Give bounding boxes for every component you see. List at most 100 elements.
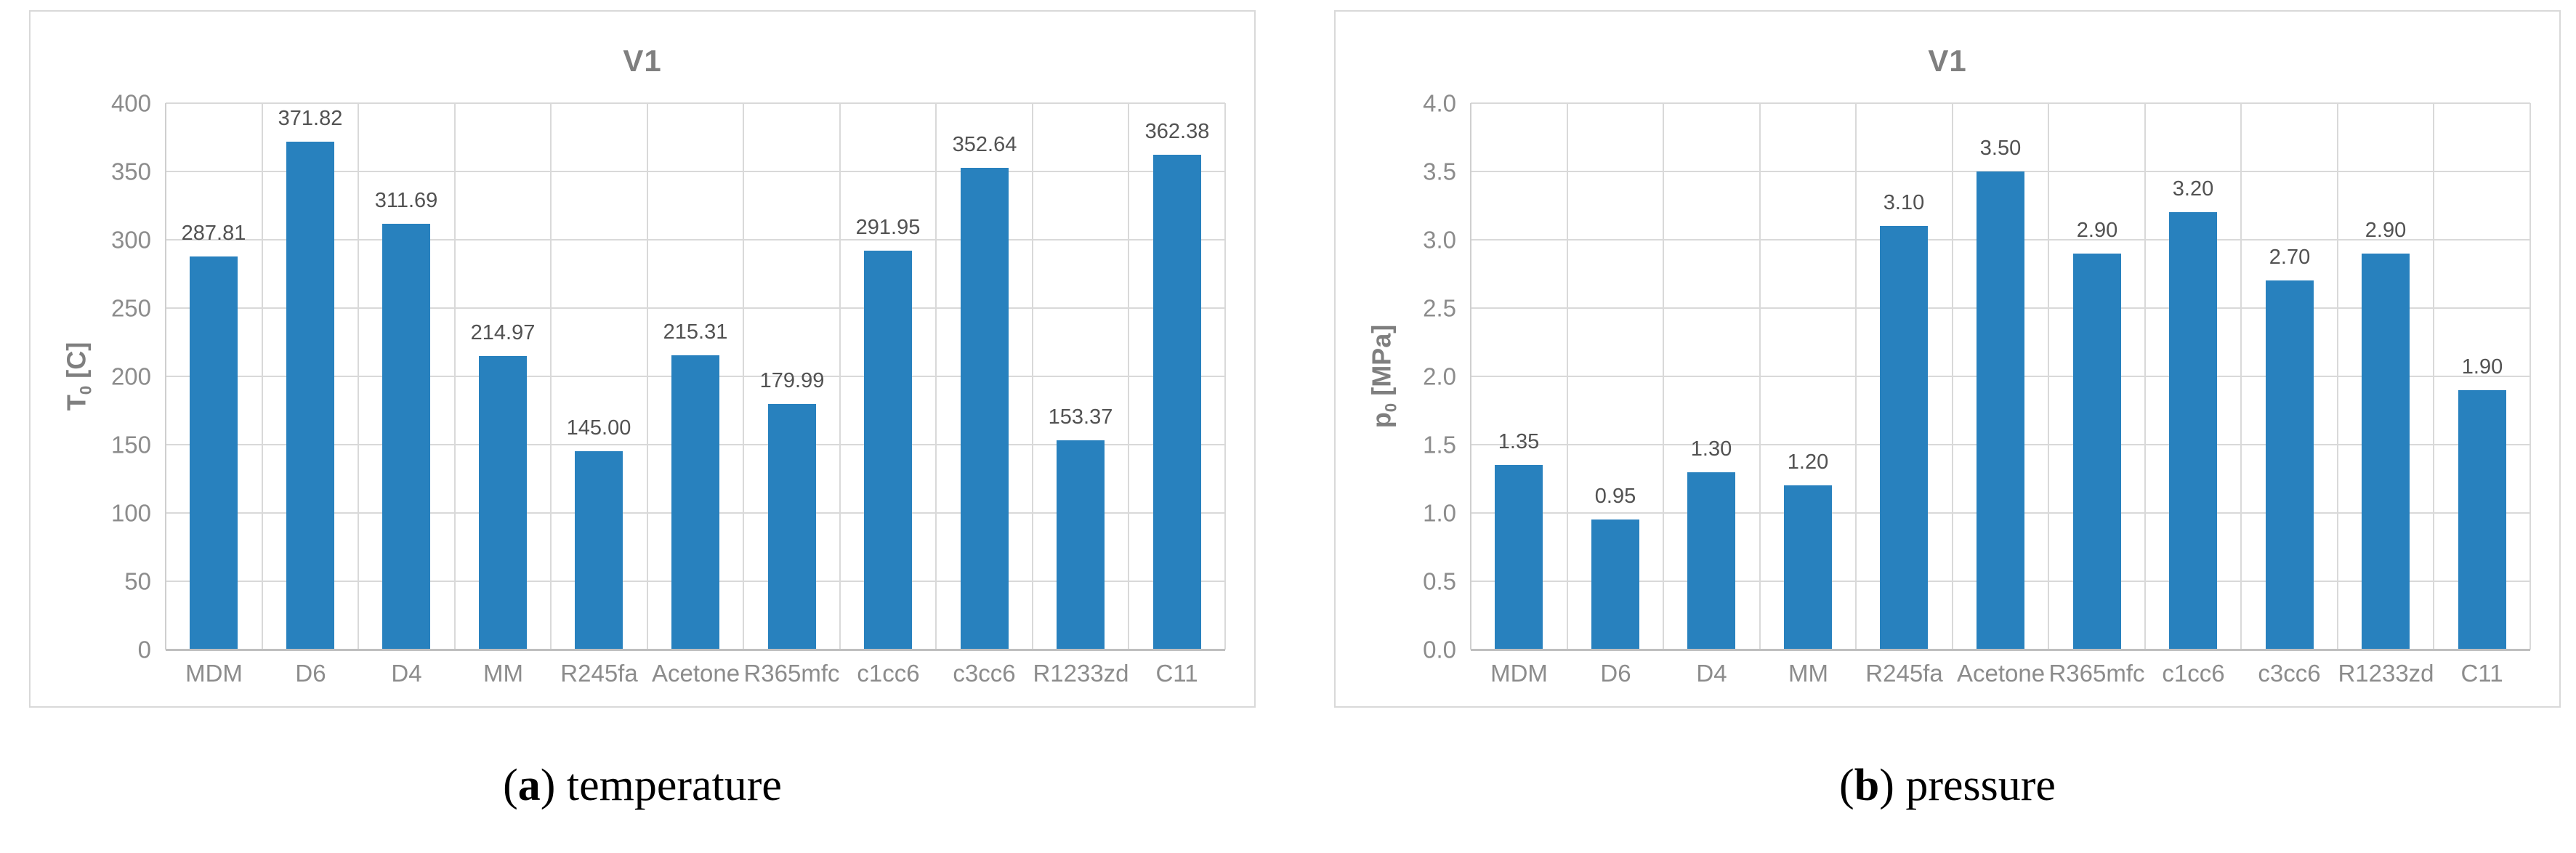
x-axis-category-label: R365mfc [2048,660,2145,687]
bar-value-label: 362.38 [1144,120,1210,143]
y-axis-tick-label: 200 [110,363,151,390]
gridline [839,103,841,650]
x-axis-category-label: C11 [2460,660,2503,687]
x-axis-category-label: R1233zd [1033,660,1129,687]
bar-D4 [382,224,430,650]
gridline [1128,103,1130,650]
gridline [935,103,937,650]
bar-R365mfc [2073,254,2121,650]
gridline [166,102,1225,104]
bar-R1233zd [1057,440,1105,650]
caption-paren-open: ( [1839,761,1854,810]
x-axis-category-label: D4 [1696,660,1727,687]
bar-value-label: 2.90 [2365,219,2407,242]
x-axis-category-label: R245fa [560,660,638,687]
bar-c3cc6 [961,168,1009,650]
y-axis-tick-label: 300 [110,226,151,254]
bar-Acetone [1977,171,2024,650]
y-axis-tick-label: 3.5 [1423,158,1456,185]
bar-value-label: 311.69 [374,189,438,212]
x-axis-category-label: c1cc6 [857,660,920,687]
caption-pressure: (b) pressure [1334,760,2561,812]
gridline [1951,103,1953,650]
y-axis-title: p0 [MPa] [1366,324,1400,429]
bar-MDM [1495,465,1543,650]
bar-value-label: 1.30 [1690,437,1732,461]
x-axis-category-label: D4 [391,660,422,687]
caption-paren-open: ( [503,761,518,810]
y-axis-tick-label: 0.5 [1423,567,1456,595]
bar-Acetone [671,355,719,650]
x-axis-category-label: MM [1788,660,1828,687]
x-axis-category-label: R1233zd [2338,660,2434,687]
bar-value-label: 352.64 [952,133,1017,156]
gridline [166,171,1225,172]
gridline [1759,103,1761,650]
bar-value-label: 291.95 [855,216,921,239]
caption-text: temperature [555,761,782,810]
caption-letter: b [1854,761,1880,810]
gridline [166,307,1225,309]
y-axis-tick-label: 4.0 [1423,89,1456,117]
bar-value-label: 371.82 [278,107,343,130]
bar-MDM [190,256,238,650]
gridline [1471,102,2530,104]
bar-value-label: 214.97 [470,321,536,344]
bar-value-label: 145.00 [566,416,631,440]
x-axis-line [1471,649,2530,651]
bar-value-label: 287.81 [181,222,246,245]
gridline [2433,103,2435,650]
bar-value-label: 1.35 [1498,430,1540,453]
y-axis-tick-label: 2.0 [1423,363,1456,390]
x-axis-category-label: R365mfc [743,660,840,687]
bar-D6 [286,142,334,650]
gridline [2048,103,2050,650]
gridline [261,103,263,650]
gridline [1663,103,1665,650]
caption-temperature: (a) temperature [29,760,1256,812]
gridline [2336,103,2338,650]
bar-value-label: 179.99 [759,369,825,392]
bar-value-label: 1.90 [2461,355,2503,379]
caption-paren-close: ) [1879,761,1894,810]
bar-R245fa [1880,226,1928,650]
x-axis-category-label: c3cc6 [2258,660,2321,687]
x-axis-category-label: c1cc6 [2162,660,2225,687]
bar-value-label: 153.37 [1048,405,1113,429]
bar-value-label: 1.20 [1787,450,1829,474]
bar-c1cc6 [864,251,912,650]
bar-value-label: 0.95 [1594,485,1636,508]
y-axis-tick-label: 50 [124,567,151,595]
bar-D4 [1687,472,1735,650]
bar-R365mfc [768,404,816,650]
caption-text: pressure [1894,761,2056,810]
gridline [2144,103,2146,650]
x-axis-category-label: MM [483,660,523,687]
y-axis-title: T0 [C] [61,341,95,411]
bar-C11 [1153,155,1201,650]
gridline [166,239,1225,240]
bar-c1cc6 [2169,212,2217,650]
y-axis-tick-label: 0.0 [1423,636,1456,663]
gridline [2529,103,2531,650]
y-axis-tick-label: 0 [137,636,151,663]
gridline [646,103,648,650]
gridline [1031,103,1033,650]
y-axis-tick-label: 250 [110,294,151,322]
gridline [453,103,456,650]
x-axis-category-label: C11 [1155,660,1198,687]
y-axis-tick-label: 150 [110,431,151,458]
x-axis-category-label: c3cc6 [953,660,1016,687]
y-axis-tick-label: 1.5 [1423,431,1456,458]
y-axis-line [165,103,166,650]
caption-paren-close: ) [540,761,556,810]
bar-R1233zd [2362,254,2410,650]
bar-c3cc6 [2266,280,2314,650]
y-axis-tick-label: 3.0 [1423,226,1456,254]
bar-value-label: 2.90 [2076,219,2118,242]
caption-letter: a [517,761,541,810]
x-axis-category-label: Acetone [651,660,740,687]
gridline [1566,103,1568,650]
gridline [550,103,552,650]
